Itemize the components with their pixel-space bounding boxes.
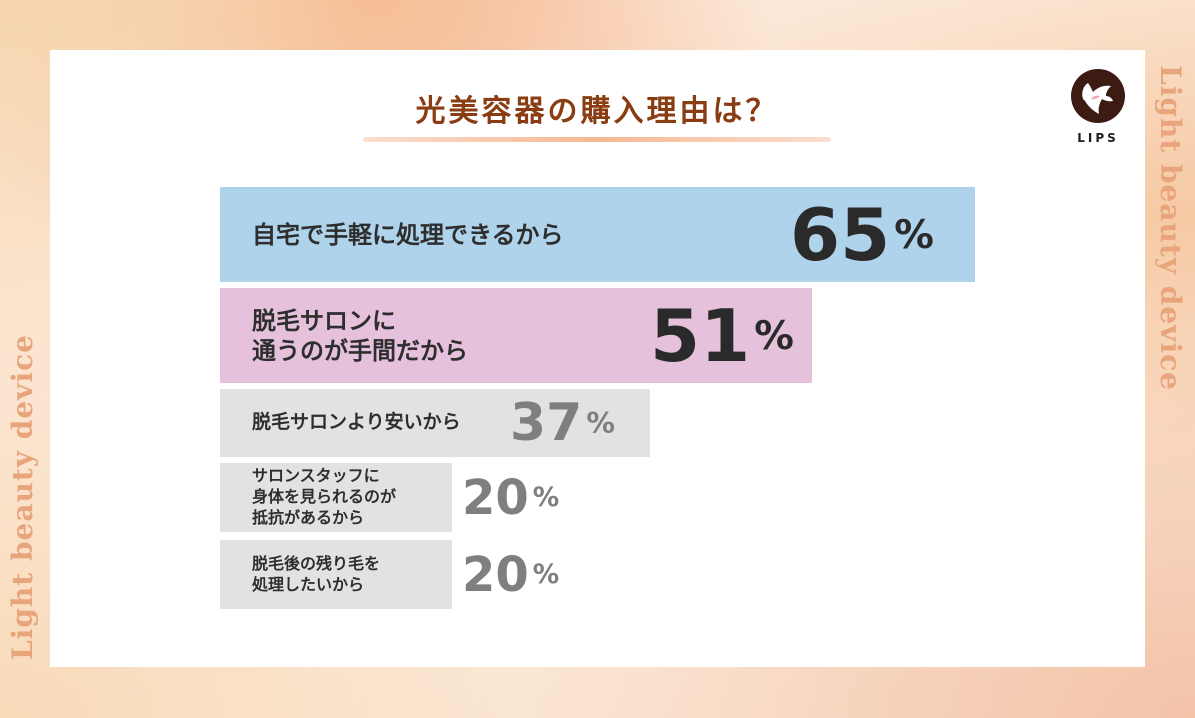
bar <box>220 187 975 282</box>
page-title: 光美容器の購入理由は？ <box>415 94 779 129</box>
bar-value-label: 37% <box>510 389 615 457</box>
bar-label: 脱毛後の残り毛を 処理したいから <box>252 540 380 609</box>
bar <box>220 288 812 383</box>
bar-label-line: 身体を見られるのが <box>252 487 397 507</box>
bar-label-line: 自宅で手軽に処理できるから <box>252 220 564 249</box>
logo-text: LIPS <box>1077 131 1119 145</box>
bar-value-number: 20 <box>462 546 529 603</box>
bar <box>220 540 452 609</box>
bar-value-unit: % <box>754 312 794 359</box>
logo-mark-icon <box>1071 69 1125 123</box>
bar-value-label: 51% <box>650 288 794 383</box>
bar-value-label: 65% <box>790 187 934 282</box>
bar-value-unit: % <box>586 406 616 440</box>
bar-label: 脱毛サロンに 通うのが手間だから <box>252 288 468 383</box>
side-decoration-text-right: Light beauty device <box>1154 65 1187 391</box>
bar-row: サロンスタッフに 身体を見られるのが 抵抗があるから 20% <box>220 463 985 532</box>
bar-value-number: 51 <box>650 293 751 378</box>
bar-value-label: 20% <box>462 540 559 609</box>
bar-value-number: 37 <box>510 393 583 453</box>
bar <box>220 389 650 457</box>
bar-value-number: 65 <box>790 192 891 277</box>
bar-label: 脱毛サロンより安いから <box>252 389 461 457</box>
bar-label-line: 脱毛サロンに <box>252 306 396 335</box>
bar-value-unit: % <box>532 482 560 513</box>
bar-label-line: サロンスタッフに <box>252 466 380 486</box>
bar-value-unit: % <box>894 211 934 258</box>
lips-logo: LIPS <box>1070 67 1126 153</box>
bar-label-line: 脱毛サロンより安いから <box>252 411 461 434</box>
bar-value-label: 20% <box>462 463 559 532</box>
bar-value-number: 20 <box>462 469 529 526</box>
bar-label: サロンスタッフに 身体を見られるのが 抵抗があるから <box>252 463 396 532</box>
bar-label-line: 脱毛後の残り毛を <box>252 553 381 573</box>
bar-row: 自宅で手軽に処理できるから 65% <box>220 187 985 282</box>
chart-card: 光美容器の購入理由は？ LIPS 自宅で手軽に処理できるから 65% 脱毛サロンに通… <box>50 50 1145 667</box>
bar-label: 自宅で手軽に処理できるから <box>252 187 564 282</box>
bar-value-unit: % <box>532 559 560 590</box>
bar-row: 脱毛後の残り毛を 処理したいから 20% <box>220 540 985 609</box>
bar-label-line: 処理したいから <box>252 574 365 594</box>
bar-row: 脱毛サロンより安いから 37% <box>220 389 985 457</box>
title-underline <box>363 137 831 142</box>
bar-row: 脱毛サロンに 通うのが手間だから 51% <box>220 288 985 383</box>
bar <box>220 463 452 532</box>
side-decoration-text-left: Light beauty device <box>6 334 39 660</box>
bar-label-line: 抵抗があるから <box>252 507 365 527</box>
bar-label-line: 通うのが手間だから <box>252 336 468 365</box>
